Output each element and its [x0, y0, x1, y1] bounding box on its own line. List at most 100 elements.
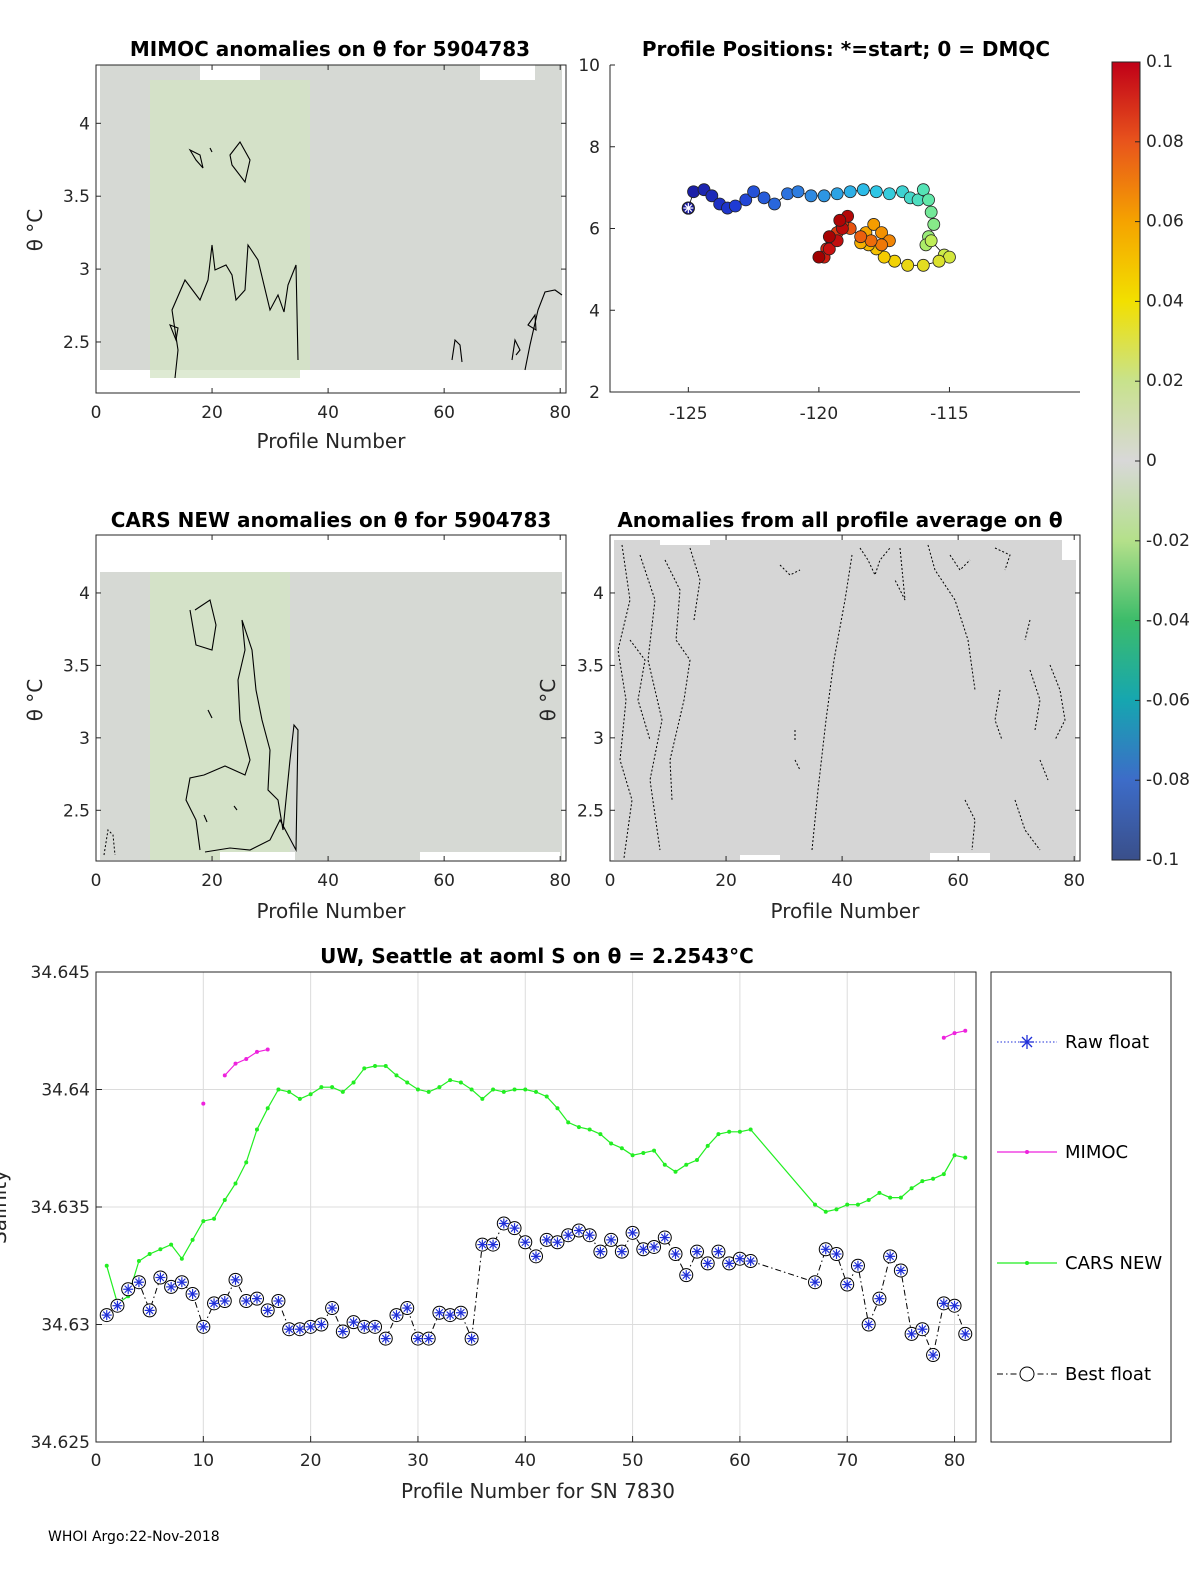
profile-position-marker	[924, 234, 938, 248]
raw-float-stroke	[542, 1235, 551, 1244]
raw-float-point	[541, 1234, 552, 1245]
mimoc-point	[265, 1047, 270, 1052]
start-marker-stroke	[684, 204, 693, 212]
profile-position-marker	[687, 185, 700, 199]
raw-float-point	[713, 1246, 724, 1257]
raw-float-point	[810, 1277, 821, 1288]
salinity-ticks: 0 10 20 30 40 50 60 70 80 34.625 34.63 34.635 34.64 3…	[31, 963, 966, 1471]
legend-box	[990, 971, 1172, 1443]
cars-new-point	[147, 1252, 152, 1256]
raw-float-stroke	[532, 1252, 540, 1261]
x-tick-label: 60	[729, 1451, 751, 1471]
all-avg-panel: Anomalies from all profile average on θ	[536, 508, 1085, 923]
raw-float-stroke	[371, 1322, 379, 1331]
x-tick-label: 0	[91, 1451, 102, 1471]
cars-new-point	[630, 1153, 635, 1158]
raw-float-point	[606, 1234, 617, 1245]
cars-new-point	[287, 1089, 292, 1094]
raw-float-series	[101, 1218, 971, 1361]
cars-new-point	[351, 1080, 356, 1085]
cars-new-point	[212, 1216, 217, 1221]
x-tick-label: 60	[947, 871, 969, 891]
profile-position-marker	[877, 250, 891, 264]
cars-new-point	[652, 1148, 657, 1153]
raw-float-stroke	[242, 1297, 251, 1305]
cars-new-point	[566, 1120, 571, 1125]
raw-float-stroke	[478, 1240, 487, 1249]
x-tick-label: 60	[433, 403, 455, 423]
cars-new-point	[373, 1064, 378, 1068]
cars-new-point	[254, 1127, 259, 1132]
raw-float-stroke	[510, 1224, 519, 1233]
mimoc-contours	[169, 141, 563, 379]
cars-new-point	[523, 1087, 528, 1092]
profile-position-marker	[924, 205, 938, 219]
raw-float-stroke	[102, 1311, 111, 1320]
y-tick-label: 34.64	[41, 1081, 90, 1101]
all-avg-field	[614, 540, 1076, 860]
all-avg-gap-tr	[1062, 540, 1076, 560]
positions-markers	[681, 183, 956, 272]
y-tick-label: 3.5	[63, 656, 90, 676]
cars-contours	[185, 599, 299, 853]
raw-float-stroke	[403, 1304, 412, 1312]
raw-float-point	[659, 1232, 670, 1243]
x-tick-label: 0	[91, 871, 102, 891]
mimoc-point	[201, 1101, 206, 1106]
cars-new-point	[244, 1160, 249, 1165]
profile-position-marker	[869, 185, 883, 199]
mimoc-point	[952, 1031, 957, 1036]
raw-float-stroke	[939, 1299, 948, 1308]
x-tick-label: 10	[192, 1451, 214, 1471]
cars-new-line	[106, 1065, 966, 1305]
raw-float-point	[509, 1223, 520, 1234]
cars-new-point	[727, 1129, 732, 1134]
y-tick-label: 34.645	[31, 963, 90, 983]
raw-float-stroke	[929, 1351, 937, 1359]
x-tick-label: -120	[800, 404, 839, 424]
cars-gap-1	[220, 852, 295, 860]
x-tick-label: 80	[944, 1451, 966, 1471]
raw-float-stroke	[467, 1334, 476, 1343]
x-tick-label: 0	[605, 871, 616, 891]
positions-axes	[609, 65, 1080, 393]
positions-ticks: -125 -120 -115 2 4 6 8 10	[578, 56, 968, 424]
all-avg-gap-b1	[740, 855, 780, 860]
x-tick-label: 50	[622, 1451, 644, 1471]
x-tick-label: 20	[201, 871, 223, 891]
cars-new-point	[673, 1169, 678, 1174]
profile-position-marker	[830, 187, 844, 201]
colorbar-tick-label: 0.1	[1146, 52, 1173, 72]
cars-new-point	[426, 1089, 431, 1094]
y-tick-label: 3.5	[577, 656, 604, 676]
raw-float-stroke	[414, 1334, 422, 1343]
raw-float-point	[466, 1333, 477, 1344]
mimoc-xlabel: Profile Number	[257, 429, 407, 453]
y-tick-label: 10	[578, 56, 600, 76]
cars-new-point	[963, 1155, 968, 1160]
raw-float-point	[734, 1253, 745, 1264]
cars-xlabel: Profile Number	[257, 899, 407, 923]
y-tick-label: 34.63	[41, 1316, 90, 1336]
raw-float-stroke	[263, 1306, 272, 1315]
raw-float-stroke	[660, 1233, 669, 1242]
raw-float-point	[241, 1296, 252, 1306]
profile-position-marker	[932, 254, 946, 268]
cars-new-point	[491, 1087, 496, 1092]
mimoc-panel: MIMOC anomalies on θ for 5904783 0 20 40 60…	[23, 37, 571, 453]
legend-item-best: Best float	[997, 1364, 1151, 1385]
cars-new-point	[169, 1242, 174, 1247]
raw-float-point	[960, 1328, 971, 1339]
raw-float-point	[852, 1260, 863, 1271]
cars-new-point	[201, 1219, 206, 1224]
x-tick-label: 40	[831, 871, 853, 891]
raw-float-stroke	[693, 1247, 701, 1256]
raw-float-point	[273, 1296, 284, 1306]
mimoc-field-green	[150, 80, 310, 370]
raw-float-point	[498, 1218, 509, 1229]
x-tick-label: 80	[1063, 871, 1085, 891]
raw-float-stroke	[950, 1301, 959, 1310]
raw-float-point	[219, 1296, 230, 1306]
profile-position-marker	[728, 199, 742, 213]
